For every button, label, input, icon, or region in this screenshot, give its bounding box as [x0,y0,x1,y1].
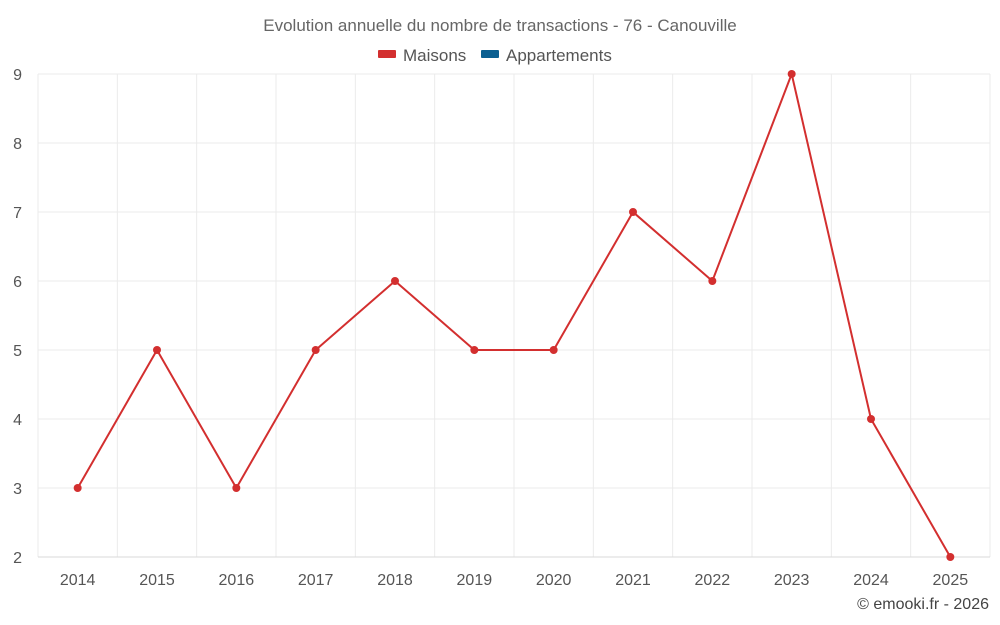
legend-label-maisons[interactable]: Maisons [403,46,466,65]
x-tick-label: 2023 [774,572,810,589]
x-tick-label: 2020 [536,572,572,589]
point-maisons-2015[interactable] [153,346,161,354]
point-maisons-2016[interactable] [232,484,241,492]
y-tick-label: 5 [13,343,22,360]
x-tick-label: 2015 [139,572,175,589]
y-tick-label: 2 [13,550,22,567]
series-maisons [73,70,955,561]
x-tick-label: 2022 [695,572,731,589]
legend-label-appartements[interactable]: Appartements [506,46,612,65]
point-maisons-2025[interactable] [946,553,955,561]
y-tick-label: 3 [13,481,22,498]
point-maisons-2018[interactable] [391,277,399,285]
x-tick-label: 2019 [457,572,493,589]
x-tick-label: 2017 [298,572,334,589]
point-maisons-2021[interactable] [629,208,637,216]
legend-swatch-maisons[interactable] [378,50,396,58]
point-maisons-2017[interactable] [311,346,320,354]
point-maisons-2022[interactable] [708,277,717,285]
y-tick-label: 7 [13,205,22,222]
credit-text: © emooki.fr - 2026 [857,596,989,613]
x-tick-label: 2021 [615,572,651,589]
x-tick-label: 2018 [377,572,413,589]
point-maisons-2024[interactable] [867,415,875,423]
x-tick-label: 2025 [933,572,969,589]
y-tick-label: 9 [13,67,22,84]
point-maisons-2023[interactable] [787,70,796,78]
chart-title: Evolution annuelle du nombre de transact… [263,16,736,35]
x-tick-label: 2016 [219,572,255,589]
y-tick-label: 8 [13,136,22,153]
line-maisons [76,73,952,558]
y-tick-label: 6 [13,274,22,291]
point-maisons-2019[interactable] [470,346,479,354]
legend: Maisons Appartements [378,46,612,65]
x-tick-label: 2014 [60,572,96,589]
x-tick-label: 2024 [853,572,889,589]
point-maisons-2014[interactable] [73,484,82,492]
x-axis-ticks: 2014 2015 2016 2017 2018 2019 2020 2021 2022 2023… [60,572,968,589]
y-axis-ticks: 2 3 4 5 6 7 8 9 [13,67,22,567]
point-maisons-2020[interactable] [549,346,558,354]
y-tick-label: 4 [13,412,22,429]
legend-swatch-appartements[interactable] [481,50,499,58]
